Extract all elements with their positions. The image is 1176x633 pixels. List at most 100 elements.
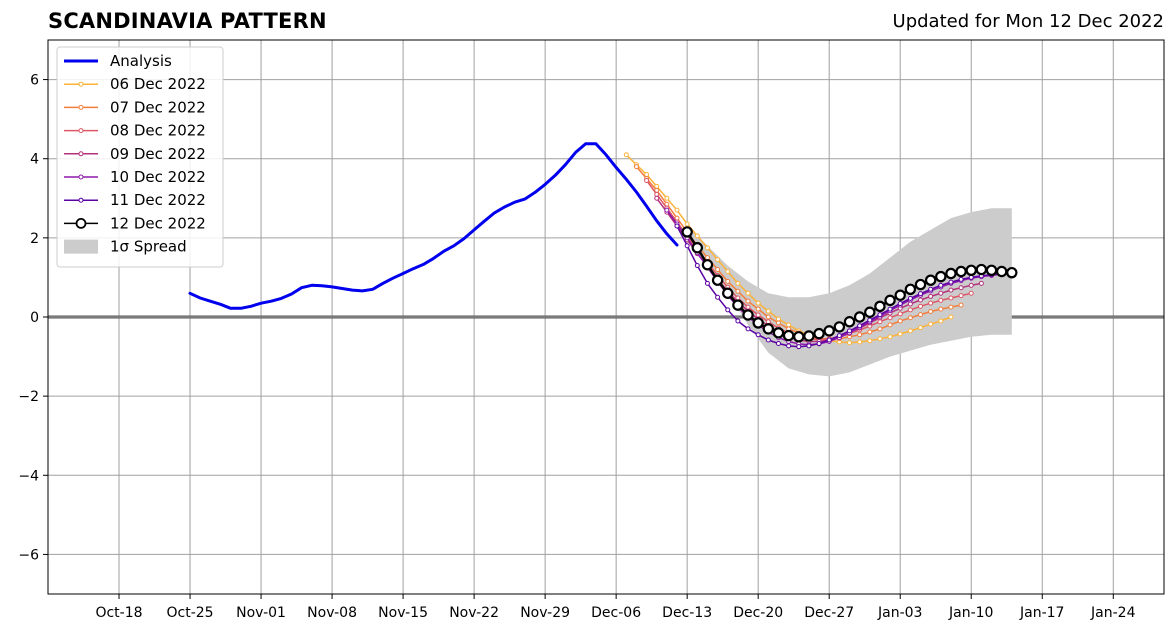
series-point [965,264,977,277]
legend-marker [78,151,84,157]
series-point [945,267,957,280]
series-point [948,287,954,293]
x-tick-label: Nov-29 [520,605,570,621]
series-point [701,259,714,271]
series-12-dec-2022 [681,226,1018,343]
series-point [786,322,792,328]
series-point [711,274,724,286]
x-tick-label: Nov-22 [449,605,499,621]
series-point [823,325,835,337]
series-point [816,341,822,347]
series-06-dec-2022 [623,152,954,346]
y-tick-label: 4 [30,152,39,168]
series-point [867,317,873,323]
series-point [928,286,934,292]
series-point [684,221,690,227]
series-point [884,294,896,307]
x-tick-label: Dec-27 [804,605,854,621]
series-point [938,290,944,296]
y-tick-label: 2 [30,231,39,247]
series-point [935,270,947,283]
series-point [897,331,903,337]
series-point [955,265,967,278]
legend-entry: 09 Dec 2022 [64,145,206,163]
series-point [694,263,700,269]
series-point [857,323,863,329]
series-point [745,290,751,296]
series-point [907,315,913,321]
series-point [887,315,893,321]
series-point [742,309,754,321]
legend-label: 06 Dec 2022 [110,75,206,93]
series-point [846,340,852,346]
series-point [948,314,954,320]
series-point [752,317,764,329]
legend-marker [78,174,84,180]
series-point [755,332,761,338]
series-point [843,316,856,328]
series-point [924,274,937,286]
series-point [897,318,903,324]
series-point [857,332,863,338]
series-point [928,300,934,306]
series-point [722,287,734,299]
series-point [745,304,751,310]
x-tick-label: Oct-25 [166,605,213,621]
series-point [691,242,704,254]
legend-label: Analysis [110,52,172,70]
legend-entry: 11 Dec 2022 [64,191,206,209]
series-point [765,308,771,314]
series-point [918,325,924,331]
series-point [928,321,934,327]
series-analysis [188,142,679,310]
series-point [775,316,781,322]
series-point [907,307,913,313]
legend-label: 12 Dec 2022 [110,214,206,232]
series-point [897,311,903,317]
x-tick-label: Dec-13 [662,605,712,621]
legend-entry: 08 Dec 2022 [64,122,206,140]
series-point [894,289,906,301]
x-tick-label: Jan-17 [1019,605,1064,621]
series-point [826,337,832,343]
series-point [796,344,802,350]
series-point [704,255,710,261]
series-point [654,191,660,197]
series-point [968,274,974,280]
series-point [735,318,741,324]
y-tick-label: −2 [18,389,39,405]
legend-marker [78,104,84,110]
series-point [775,341,781,347]
series-point [1006,266,1018,279]
series-point [877,336,883,342]
series-point [968,290,974,296]
series-point [674,207,680,213]
series-line [676,225,1012,348]
series-point [732,299,744,311]
series-point [725,307,731,313]
series-point [715,267,721,273]
legend-entry: 07 Dec 2022 [64,98,206,116]
series-point [786,343,792,349]
series-point [735,295,741,301]
legend-entry: 06 Dec 2022 [64,75,206,93]
series-point [914,278,927,291]
legend-label: 07 Dec 2022 [110,98,206,116]
legend-marker [78,197,84,203]
series-point [715,294,721,300]
y-tick-label: −4 [18,468,39,484]
series-point [995,265,1008,278]
series-point [918,303,924,309]
legend-swatch [64,239,98,254]
series-point [877,326,883,332]
series-point [755,306,761,312]
y-tick-label: −6 [18,547,39,563]
series-point [904,283,917,295]
x-tick-label: Nov-15 [378,605,428,621]
series-point [948,304,954,310]
series-point [793,331,805,343]
series-point [654,195,660,201]
series-point [633,164,639,170]
series-point [684,243,690,249]
